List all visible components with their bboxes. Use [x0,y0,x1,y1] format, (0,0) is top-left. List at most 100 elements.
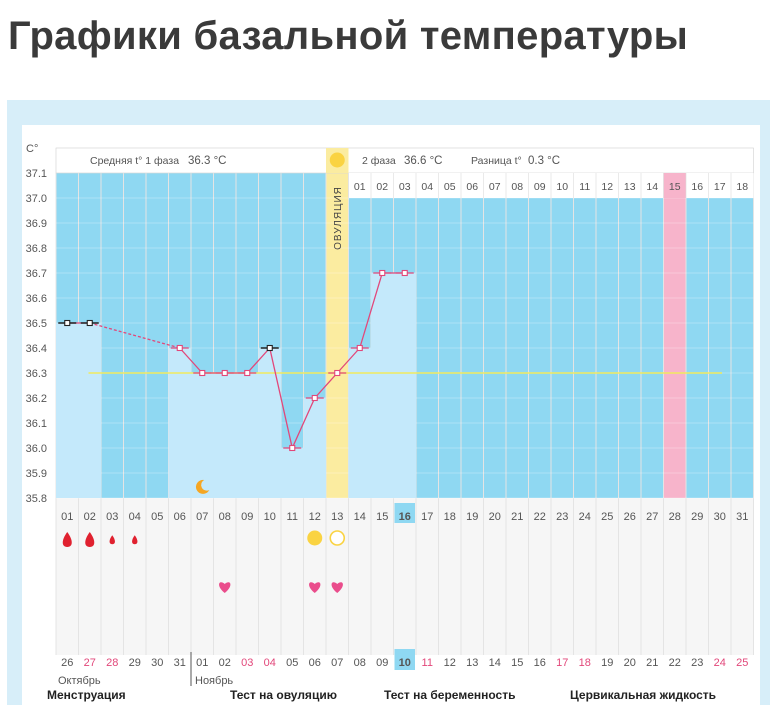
calendar-date-label: 03 [241,657,253,669]
menstruation-drop-icon [109,535,115,545]
temperature-point [289,444,296,452]
temperature-column [236,373,259,498]
calendar-date-label: 27 [84,657,96,669]
cycle-day-label: 06 [174,511,186,523]
phase2-day-highlight [663,173,686,198]
phase2-day-label: 15 [669,181,681,193]
y-axis-label: C° [26,143,38,155]
temperature-point [311,394,318,402]
cycle-day-label: 28 [669,511,681,523]
phase2-day-label: 11 [579,181,590,193]
cycle-day-label: 10 [264,511,276,523]
cycle-day-label: 05 [151,511,163,523]
menstruation-drop-icon [62,532,72,547]
temperature-column [281,448,304,498]
calendar-date-label: 25 [736,657,748,669]
temperature-point [86,319,93,327]
moon-icon [195,479,210,494]
cycle-day-label: 09 [241,511,253,523]
calendar-date-label: 20 [624,657,636,669]
calendar-date-label: 05 [286,657,298,669]
cycle-day-label: 03 [106,511,118,523]
cycle-day-label: 14 [354,511,366,523]
page-title: Графики базальной температуры [8,14,689,58]
temperature-line-segment [179,347,203,374]
current-date-highlight [394,649,415,670]
cycle-day-label: 24 [579,511,591,523]
cycle-day-label: 22 [534,511,546,523]
calendar-date-label: 11 [422,657,433,669]
difference-label: Разница t° [471,155,522,167]
temperature-point [356,344,363,352]
phase-header [55,147,754,174]
phase2-day-label: 03 [399,181,411,193]
legend-label: Тест на овуляцию [230,688,337,702]
cycle-day-label: 23 [556,511,568,523]
y-tick-label: 36.2 [26,393,47,405]
cycle-day-label: 11 [287,511,298,523]
calendar-date-label: 31 [174,657,186,669]
month-label-november: Ноябрь [195,675,233,687]
cycle-day-label: 19 [466,511,478,523]
temperature-point [199,369,206,377]
calendar-date-label: 04 [264,657,276,669]
temperature-column [348,348,371,498]
phase2-day-label: 16 [691,181,703,193]
temperature-column [168,348,191,498]
calendar-date-label: 16 [534,657,546,669]
y-tick-label: 35.8 [26,493,47,505]
temperature-line-segment [314,372,338,399]
temperature-point [244,369,251,377]
cycle-day-label: 01 [61,511,73,523]
phase2-value: 36.6 °C [404,155,442,167]
calendar-date-label: 29 [129,657,141,669]
phase2-day-label: 12 [601,181,613,193]
temperature-point [379,269,386,277]
ovulation-dot-icon [329,152,345,168]
calendar-date-label: 22 [669,657,681,669]
phase2-day-label: 10 [556,181,568,193]
calendar-date-label: 13 [466,657,478,669]
phase1-value: 36.3 °C [188,155,226,167]
calendar-date-label: 02 [219,657,231,669]
temperature-line-segment [336,347,361,374]
temperature-line-segment [359,272,383,349]
calendar-date-label: 01 [196,657,208,669]
cycle-day-label: 25 [601,511,613,523]
cycle-day-label: 30 [714,511,726,523]
calendar-date-label: 23 [691,657,703,669]
calendar-date-label: 08 [354,657,366,669]
y-tick-label: 37.1 [26,168,47,180]
cycle-day-label: 15 [376,511,388,523]
calendar-date-label: 12 [444,657,456,669]
temperature-line-segment [246,347,271,374]
cycle-day-label: 27 [646,511,658,523]
temperature-point [266,344,273,352]
heart-icon [331,582,343,593]
heart-icon [219,582,231,593]
cycle-day-label: 04 [129,511,141,523]
phase2-day-label: 14 [646,181,658,193]
temperature-point [334,369,341,377]
y-tick-label: 36.6 [26,293,47,305]
temperature-column [393,273,416,498]
phase2-day-label: 01 [354,181,366,193]
temperature-column [78,323,101,498]
phase2-day-label: 06 [466,181,478,193]
temperature-column [371,273,394,498]
cycle-day-label: 02 [84,511,96,523]
cycle-day-label: 17 [421,511,433,523]
phase2-day-label: 18 [736,181,748,193]
y-tick-label: 36.1 [26,418,47,430]
temperature-column [258,348,281,498]
pink-column [663,173,686,498]
cycle-day-label: 07 [196,511,208,523]
menstruation-drop-icon [132,535,138,545]
cycle-day-label: 08 [219,511,231,523]
calendar-date-label: 21 [646,657,658,669]
calendar-date-label: 17 [556,657,568,669]
y-tick-label: 36.4 [26,343,47,355]
cycle-day-label: 26 [624,511,636,523]
y-tick-label: 36.8 [26,243,47,255]
temperature-line-segment [89,322,180,349]
